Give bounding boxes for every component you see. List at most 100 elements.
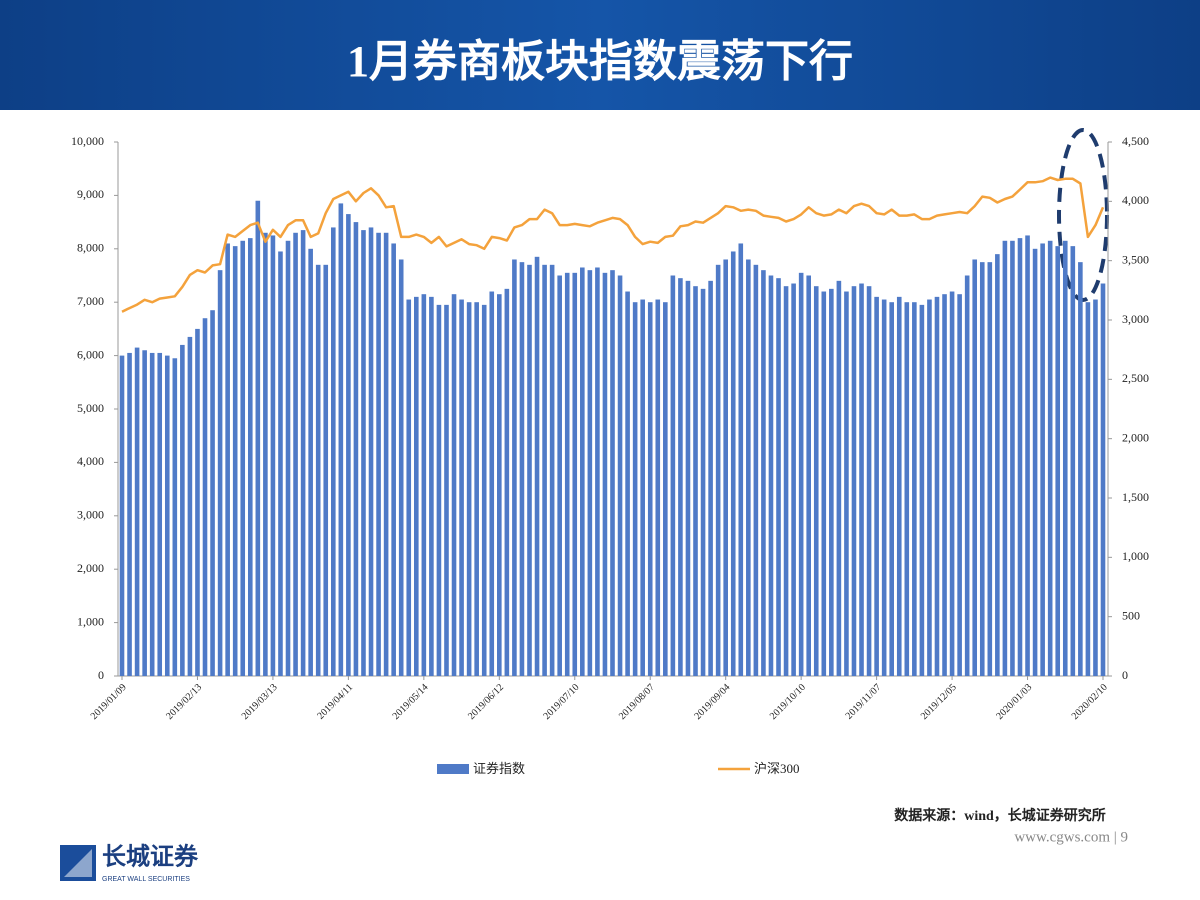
- y-tick-label: 10,000: [71, 134, 104, 148]
- bar: [330, 227, 336, 676]
- bar: [836, 280, 842, 676]
- line: [121, 176, 1105, 313]
- y2-tick-label: 0: [1122, 668, 1128, 682]
- bar: [255, 200, 261, 677]
- bar: [866, 286, 872, 676]
- x-tick-label: 2019/02/13: [164, 682, 204, 722]
- bar: [512, 259, 517, 676]
- bar: [1032, 248, 1038, 677]
- logo: 长城证券 GREAT WALL SECURITIES: [60, 843, 199, 883]
- site-page: www.cgws.com | 9: [1014, 829, 1128, 845]
- bar: [919, 304, 925, 676]
- x-tick-label: 2019/01/09: [89, 682, 129, 722]
- bar: [346, 214, 351, 676]
- slide-title: 1月券商板块指数震荡下行: [347, 37, 853, 86]
- bar: [414, 296, 419, 676]
- bar: [489, 291, 495, 676]
- bar: [1062, 240, 1068, 677]
- y2-tick-label: 4,000: [1122, 193, 1149, 207]
- bar: [481, 304, 487, 676]
- bar: [625, 291, 630, 676]
- y2-tick-label: 3,000: [1122, 312, 1149, 326]
- logo-en: GREAT WALL SECURITIES: [102, 876, 190, 883]
- bar: [761, 270, 766, 676]
- bar: [376, 232, 381, 676]
- x-tick-label: 2019/05/14: [391, 682, 431, 722]
- bar: [285, 240, 291, 677]
- bar: [934, 296, 940, 676]
- bar: [972, 259, 978, 676]
- bar: [1055, 246, 1061, 676]
- bar: [361, 230, 366, 677]
- bar: [421, 294, 427, 676]
- bar: [1010, 240, 1015, 677]
- bar: [874, 296, 879, 676]
- bar: [1040, 243, 1045, 676]
- bar: [232, 246, 238, 676]
- y-tick-label: 1,000: [77, 614, 104, 628]
- bar: [859, 283, 864, 676]
- bar: [534, 256, 540, 676]
- bar: [564, 272, 570, 676]
- bar: [1085, 302, 1091, 676]
- bar: [685, 280, 691, 676]
- bar: [549, 264, 555, 676]
- bar: [738, 243, 744, 676]
- x-tick-label: 2019/09/04: [692, 682, 732, 722]
- bar: [180, 344, 185, 676]
- bar: [459, 299, 464, 676]
- bar: [172, 358, 178, 676]
- y2-tick-label: 4,500: [1122, 134, 1149, 148]
- bar: [300, 230, 306, 677]
- y-tick-label: 9,000: [77, 187, 104, 201]
- bar: [647, 302, 653, 676]
- bar: [610, 270, 615, 676]
- x-tick-label: 2019/06/12: [466, 682, 506, 722]
- x-tick-label: 2019/12/05: [919, 682, 959, 722]
- bar: [429, 296, 434, 676]
- bar: [436, 304, 442, 676]
- bar: [595, 267, 600, 676]
- bar: [504, 288, 510, 676]
- bar: [806, 275, 811, 676]
- bar: [142, 350, 147, 676]
- bar: [1100, 283, 1106, 676]
- bar: [791, 283, 796, 676]
- header-band: [0, 0, 1200, 110]
- x-tick-label: 2019/03/13: [240, 682, 280, 722]
- bar: [157, 352, 163, 676]
- bar: [617, 275, 623, 676]
- bar: [904, 302, 910, 676]
- bar: [670, 275, 676, 676]
- bar: [881, 299, 887, 676]
- bar: [602, 272, 608, 676]
- y2-tick-label: 3,500: [1122, 252, 1149, 266]
- bar: [700, 288, 706, 676]
- y2-tick-label: 500: [1122, 608, 1140, 622]
- bar: [474, 302, 479, 676]
- y2-tick-label: 1,500: [1122, 490, 1149, 504]
- bar: [715, 264, 721, 676]
- bar: [202, 318, 208, 676]
- y-tick-label: 4,000: [77, 454, 104, 468]
- bar: [557, 275, 562, 676]
- bar: [889, 302, 895, 676]
- logo-mark-detail: [64, 849, 92, 877]
- bar: [580, 267, 585, 676]
- bar: [995, 254, 1000, 676]
- bar: [1078, 262, 1083, 676]
- bar: [1070, 246, 1076, 676]
- bar: [813, 286, 819, 676]
- bar: [210, 310, 215, 676]
- x-tick-label: 2019/07/10: [542, 682, 582, 722]
- bar: [746, 259, 751, 676]
- source-note: 数据来源：wind，长城证券研究所: [894, 807, 1106, 824]
- y2-tick-label: 1,000: [1122, 549, 1149, 563]
- bar: [1093, 299, 1098, 676]
- x-tick-label: 2019/10/10: [768, 682, 808, 722]
- highlight-ellipse: [1057, 128, 1109, 302]
- bar: [308, 248, 313, 677]
- bar: [406, 299, 412, 676]
- bar: [217, 270, 223, 676]
- bar: [187, 336, 193, 676]
